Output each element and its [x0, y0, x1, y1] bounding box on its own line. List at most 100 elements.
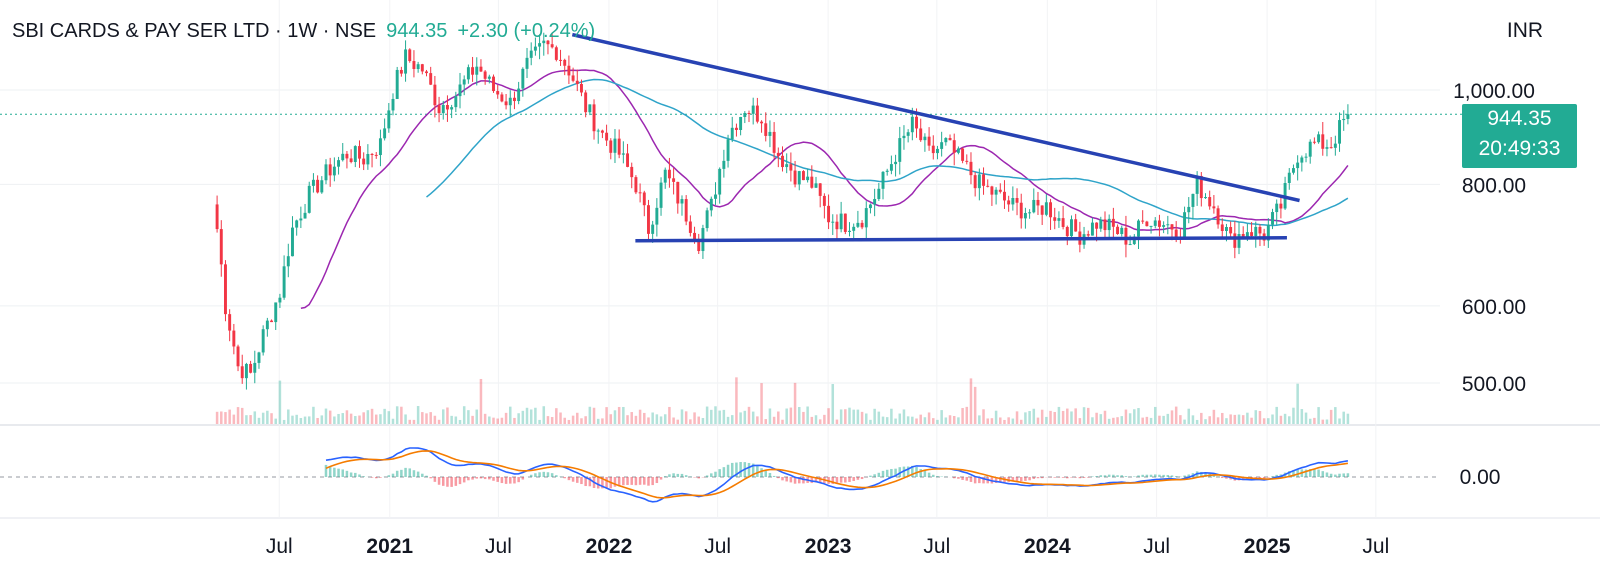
- macd-histogram-bar: [1028, 477, 1031, 481]
- x-tick-label: Jul: [485, 535, 512, 558]
- candle-body: [935, 148, 939, 154]
- volume-bar: [291, 415, 294, 424]
- volume-bar: [1317, 407, 1320, 424]
- volume-bar: [550, 417, 554, 424]
- volume-bar: [416, 406, 420, 424]
- volume-bar: [429, 412, 432, 424]
- macd-histogram-bar: [450, 477, 453, 487]
- volume-bar: [647, 417, 650, 424]
- volume-bar: [437, 419, 441, 424]
- macd-histogram-bar: [404, 467, 407, 477]
- volume-bar: [509, 406, 512, 424]
- volume-bar: [370, 408, 374, 424]
- volume-bar: [421, 412, 424, 424]
- macd-histogram-bar: [1166, 474, 1170, 477]
- candle-body: [1312, 141, 1316, 143]
- candle-body: [676, 181, 680, 204]
- macd-histogram-bar: [1225, 477, 1228, 479]
- macd-histogram-bar: [1015, 477, 1019, 481]
- candle-body: [1346, 114, 1350, 119]
- volume-bar: [936, 419, 939, 424]
- candle-body: [378, 138, 382, 156]
- candle-body: [1245, 232, 1249, 237]
- macd-histogram-bar: [747, 462, 751, 477]
- candle-body: [521, 68, 525, 89]
- volume-bar: [504, 412, 508, 424]
- volume-bar: [529, 409, 533, 424]
- volume-bar: [1212, 409, 1216, 424]
- volume-bar: [810, 416, 814, 424]
- volume-bar: [1321, 419, 1325, 424]
- candle-body: [257, 352, 261, 363]
- candle-body: [399, 69, 403, 74]
- bar-countdown: 20:49:33: [1478, 137, 1561, 160]
- volume-bar: [701, 418, 705, 424]
- volume-bar: [345, 410, 349, 424]
- macd-histogram-bar: [961, 477, 964, 480]
- candle-body: [538, 43, 542, 47]
- candle-body: [1170, 224, 1174, 230]
- volume-bar: [1208, 416, 1211, 424]
- macd-histogram-bar: [705, 475, 709, 477]
- macd-histogram-bar: [647, 477, 650, 486]
- volume-bar: [1283, 413, 1287, 424]
- volume-bar: [224, 412, 227, 424]
- header-change: +2.30 (+0.24%): [457, 20, 596, 42]
- candle-body: [249, 363, 253, 373]
- volume-bar: [1112, 417, 1115, 424]
- symbol-title: SBI CARDS & PAY SER LTD · 1W · NSE: [12, 20, 377, 42]
- candle-body: [517, 88, 521, 102]
- macd-histogram-bar: [1137, 475, 1140, 477]
- candle-body: [1229, 227, 1233, 234]
- volume-bar: [1183, 419, 1186, 424]
- macd-histogram-bar: [513, 477, 516, 484]
- volume-bar: [316, 417, 319, 424]
- volume-bar: [1141, 417, 1144, 424]
- macd-histogram-bar: [379, 477, 382, 478]
- candle-body: [638, 192, 642, 194]
- macd-histogram-bar: [408, 468, 412, 477]
- volume-bar: [1049, 410, 1052, 424]
- candle-body: [487, 76, 491, 79]
- macd-histogram-bar: [965, 477, 969, 481]
- candle-body: [261, 329, 265, 353]
- macd-histogram-bar: [446, 477, 449, 487]
- macd-histogram-bar: [873, 474, 876, 477]
- macd-histogram-bar: [1334, 474, 1337, 477]
- volume-bar: [785, 408, 788, 424]
- candle-body: [1204, 197, 1207, 199]
- candle-body: [982, 174, 985, 186]
- volume-bar: [1271, 414, 1274, 424]
- volume-bar: [781, 419, 784, 424]
- volume-bar: [220, 411, 223, 424]
- volume-bar: [965, 406, 969, 424]
- macd-histogram-bar: [848, 477, 851, 482]
- volume-bar: [454, 416, 458, 424]
- candle-body: [420, 64, 424, 72]
- candle-body: [370, 153, 374, 155]
- volume-bar: [952, 416, 956, 424]
- macd-panel: [0, 447, 1440, 503]
- candle-body: [291, 227, 294, 257]
- candle-body: [395, 69, 399, 99]
- x-tick-label: Jul: [1143, 535, 1170, 558]
- currency-selector[interactable]: INR: [1450, 6, 1600, 56]
- volume-bar: [278, 380, 282, 424]
- x-tick-label: 2021: [366, 535, 413, 558]
- volume-bar: [735, 377, 738, 424]
- candle-body: [1162, 225, 1166, 227]
- volume-bar: [1166, 413, 1170, 424]
- macd-histogram-bar: [1019, 477, 1023, 482]
- candle-body: [915, 116, 918, 129]
- candle-body: [445, 105, 449, 110]
- volume-bar: [680, 409, 684, 424]
- volume-bar: [873, 408, 876, 424]
- candle-body: [697, 240, 701, 252]
- volume-bar: [697, 416, 700, 424]
- candle-body: [1120, 227, 1124, 235]
- volume-bar: [705, 406, 709, 424]
- candle-body: [387, 110, 391, 129]
- candle-body: [550, 44, 554, 48]
- macd-histogram-bar: [1032, 477, 1036, 479]
